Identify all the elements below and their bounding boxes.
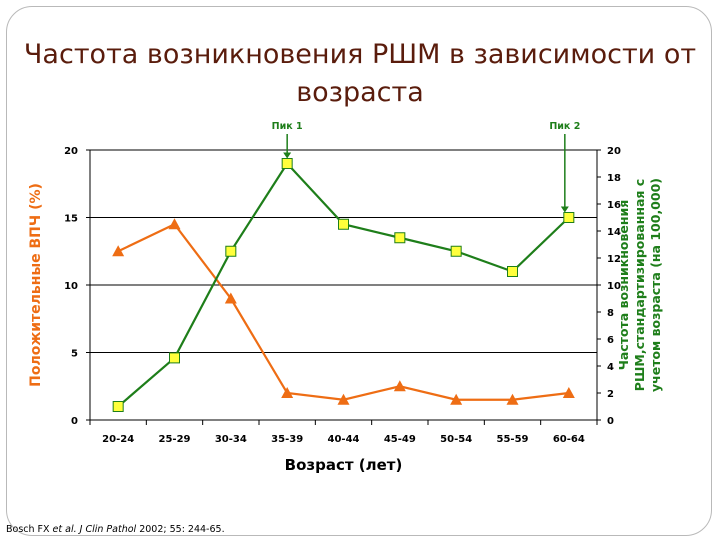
- y-tick-label-right: 12: [607, 254, 621, 265]
- data-point: [450, 393, 463, 405]
- y-tick-label-right: 10: [607, 281, 621, 292]
- x-axis-label: Возраст (лет): [285, 456, 403, 474]
- data-point: [112, 245, 125, 257]
- peak-annotation: Пик 1: [272, 121, 303, 132]
- data-point: [337, 393, 350, 405]
- data-point: [112, 401, 124, 412]
- y-tick-label-right: 4: [607, 362, 614, 373]
- y-tick-label-right: 0: [607, 416, 614, 427]
- y-tick-label-right: 2: [607, 389, 614, 400]
- citation: Bosch FX et al. J Clin Pathol 2002; 55: …: [6, 524, 225, 535]
- data-point: [394, 232, 406, 244]
- x-tick-label: 40-44: [328, 434, 360, 445]
- series-line-1: [117, 222, 569, 401]
- data-point: [393, 380, 406, 392]
- x-tick-label: 20-24: [102, 434, 134, 445]
- x-tick-label: 30-34: [215, 434, 247, 445]
- y-tick-label-right: 6: [607, 335, 614, 346]
- peak-annotation: Пик 2: [549, 121, 580, 132]
- x-tick-label: 45-49: [384, 434, 416, 445]
- x-tick-label: 60-64: [553, 434, 585, 445]
- data-point: [281, 158, 293, 169]
- x-tick-label: 35-39: [271, 434, 303, 445]
- y-tick-label-left: 0: [71, 416, 78, 427]
- data-point: [450, 245, 462, 257]
- data-point: [169, 352, 180, 364]
- y-axis-label-right: Частота возникновенияРШМ,стандартизирова…: [616, 178, 663, 392]
- slide-frame: [6, 6, 712, 536]
- peak-arrowhead: [560, 206, 569, 213]
- data-point: [563, 212, 575, 223]
- y-tick-label-right: 8: [607, 308, 614, 319]
- y-tick-label-left: 15: [64, 214, 78, 225]
- slide-title: Частота возникновения РШМ в зависимости …: [23, 39, 697, 108]
- x-tick-label: 55-59: [497, 434, 529, 445]
- citation-journal: J Clin Pathol: [79, 524, 137, 535]
- data-point: [225, 245, 237, 257]
- data-point: [338, 218, 349, 230]
- data-point: [506, 393, 519, 405]
- citation-etal: et al.: [52, 524, 77, 535]
- data-point: [224, 292, 237, 304]
- y-tick-label-right: 16: [607, 200, 621, 211]
- y-axis-label-left: Положительные ВПЧ (%): [28, 183, 44, 387]
- y-tick-label-left: 5: [71, 349, 78, 360]
- data-point: [562, 387, 575, 398]
- citation-details: 2002; 55: 244-65.: [139, 524, 225, 535]
- x-tick-label: 25-29: [159, 434, 191, 445]
- y-tick-label-left: 10: [64, 281, 78, 292]
- data-point: [507, 266, 518, 277]
- data-point: [168, 218, 181, 230]
- data-point: [281, 387, 294, 398]
- y-tick-label-left: 20: [64, 146, 78, 157]
- citation-authors: Bosch FX: [6, 524, 50, 535]
- y-tick-label-right: 20: [607, 146, 621, 157]
- y-tick-label-right: 18: [607, 173, 621, 184]
- peak-arrowhead: [283, 152, 292, 159]
- y-tick-label-right: 14: [607, 227, 621, 238]
- x-tick-label: 50-54: [440, 434, 472, 445]
